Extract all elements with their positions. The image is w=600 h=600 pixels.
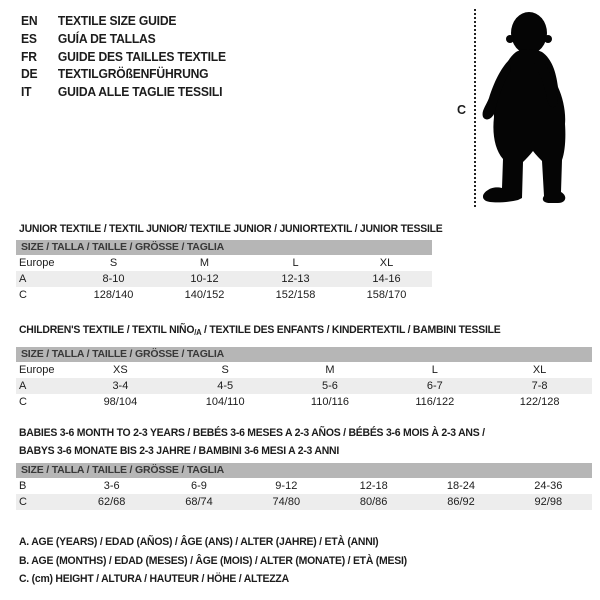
- row-cell: 4-5: [217, 380, 234, 392]
- row-cell: 62/68: [97, 496, 126, 508]
- row-cell: 122/128: [519, 396, 560, 408]
- size-table-children: SIZE / TALLA / TAILLE / GRÖSSE / TAGLIA …: [16, 347, 592, 410]
- row-cell: 3-4: [112, 380, 129, 392]
- row-cell: 104/110: [205, 396, 245, 408]
- language-list: EN TEXTILE SIZE GUIDE ES GUÍA DE TALLAS FR GU…: [21, 13, 232, 102]
- language-code: ES: [21, 31, 37, 46]
- row-cell: 12-13: [281, 273, 310, 285]
- language-title: TEXTILE SIZE GUIDE: [57, 14, 177, 28]
- size-table-header: SIZE / TALLA / TAILLE / GRÖSSE / TAGLIA: [16, 347, 592, 362]
- babies-heading-line1: BABIES 3-6 MONTH TO 2-3 YEARS / BEBÉS 3-…: [19, 427, 485, 439]
- row-label: B: [19, 480, 27, 492]
- row-cell: 12-18: [359, 480, 388, 492]
- table-row: Europe S M L XL: [16, 255, 432, 271]
- children-heading-pre: CHILDREN'S TEXTILE / TEXTIL NIÑO: [19, 324, 195, 336]
- language-code: DE: [21, 67, 38, 82]
- size-table-header: SIZE / TALLA / TAILLE / GRÖSSE / TAGLIA: [16, 240, 432, 255]
- row-cell: S: [109, 257, 118, 269]
- row-cell: 140/152: [184, 289, 225, 301]
- row-cell: 152/158: [275, 289, 316, 301]
- size-table-rows: Europe XS S M L XL A 3-4 4-5 5-6 6-7 7-8 C 98/104 104/…: [16, 362, 592, 410]
- section-babies-heading: BABIES 3-6 MONTH TO 2-3 YEARS / BEBÉS 3-…: [19, 424, 485, 460]
- row-cell: 18-24: [446, 480, 476, 492]
- language-row: FR GUIDE DES TAILLES TEXTILE: [21, 49, 226, 67]
- row-cell: XS: [113, 364, 128, 376]
- row-cell: 5-6: [322, 380, 338, 392]
- language-title: GUÍA DE TALLAS: [57, 31, 156, 46]
- size-table-babies: SIZE / TALLA / TAILLE / GRÖSSE / TAGLIA …: [16, 463, 592, 510]
- height-label: C: [457, 103, 467, 117]
- note-line: B. AGE (MONTHS) / EDAD (MESES) / ÂGE (MO…: [19, 554, 407, 567]
- row-cell: XL: [532, 364, 547, 376]
- row-label: A: [19, 273, 27, 285]
- row-cell: 110/116: [310, 396, 350, 408]
- row-cell: 158/170: [366, 289, 407, 301]
- table-row: C 62/68 68/74 74/80 80/86 86/92 92/98: [16, 494, 592, 510]
- height-dotted-line: [474, 9, 476, 207]
- row-cell: 14-16: [372, 273, 401, 285]
- language-row: IT GUIDA ALLE TAGLIE TESSILI: [21, 84, 226, 102]
- row-cell: 116/122: [415, 396, 455, 408]
- row-cell: 7-8: [531, 380, 548, 392]
- row-cell: 10-12: [190, 273, 219, 285]
- table-row: B 3-6 6-9 9-12 12-18 18-24 24-36: [16, 478, 592, 494]
- row-cell: 9-12: [275, 480, 298, 492]
- language-title: GUIDA ALLE TAGLIE TESSILI: [57, 85, 223, 100]
- table-row: C 98/104 104/110 110/116 116/122 122/128: [16, 394, 592, 410]
- row-cell: S: [221, 364, 229, 376]
- row-cell: XL: [379, 257, 394, 269]
- children-heading-post: / TEXTILE DES ENFANTS / KINDERTEXTIL / B…: [201, 324, 501, 336]
- table-row: A 3-4 4-5 5-6 6-7 7-8: [16, 378, 592, 394]
- row-cell: 74/80: [272, 496, 301, 508]
- size-table-rows: B 3-6 6-9 9-12 12-18 18-24 24-36 C 62/68 68/74 74/…: [16, 478, 592, 510]
- language-row: DE TEXTILGRÖßENFÜHRUNG: [21, 66, 226, 84]
- language-title: GUIDE DES TAILLES TEXTILE: [57, 49, 226, 64]
- row-cell: 8-10: [102, 273, 125, 285]
- row-cell: 128/140: [93, 289, 134, 301]
- row-cell: 68/74: [185, 496, 213, 508]
- size-table-rows: Europe S M L XL A 8-10 10-12 12-13 14-16 C 128/140 1…: [16, 255, 432, 303]
- table-row: Europe XS S M L XL: [16, 362, 592, 378]
- row-cell: M: [325, 364, 335, 376]
- row-cell: 6-9: [191, 480, 207, 492]
- language-row: ES GUÍA DE TALLAS: [21, 31, 226, 49]
- section-children-heading: CHILDREN'S TEXTILE / TEXTIL NIÑO/A / TEX…: [19, 321, 501, 342]
- children-heading-sub: /A: [194, 328, 202, 337]
- note-line: C. (cm) HEIGHT / ALTURA / HAUTEUR / HÖHE…: [19, 573, 289, 586]
- row-label: C: [19, 496, 27, 508]
- baby-silhouette-icon: [482, 12, 566, 203]
- row-cell: L: [431, 364, 438, 376]
- babies-heading-line2: BABYS 3-6 MONATE BIS 2-3 JAHRE / BAMBINI…: [19, 445, 340, 457]
- row-cell: 86/92: [447, 496, 475, 508]
- note-line: A. AGE (YEARS) / EDAD (AÑOS) / ÂGE (ANS)…: [19, 536, 379, 548]
- row-label: C: [19, 396, 27, 408]
- legend-notes: A. AGE (YEARS) / EDAD (AÑOS) / ÂGE (ANS)…: [19, 533, 427, 589]
- size-table-header: SIZE / TALLA / TAILLE / GRÖSSE / TAGLIA: [16, 463, 592, 478]
- row-label: C: [19, 289, 27, 301]
- table-row: C 128/140 140/152 152/158 158/170: [16, 287, 432, 303]
- row-label: Europe: [19, 364, 55, 376]
- size-table-junior: SIZE / TALLA / TAILLE / GRÖSSE / TAGLIA …: [16, 240, 432, 303]
- row-cell: 92/98: [534, 496, 563, 508]
- language-code: EN: [21, 14, 38, 28]
- row-cell: M: [199, 257, 210, 269]
- language-code: FR: [21, 49, 37, 64]
- row-cell: 3-6: [103, 480, 120, 492]
- table-row: A 8-10 10-12 12-13 14-16: [16, 271, 432, 287]
- language-title: TEXTILGRÖßENFÜHRUNG: [57, 67, 209, 82]
- row-cell: 6-7: [426, 380, 443, 392]
- row-label: Europe: [19, 257, 55, 269]
- row-cell: 24-36: [534, 480, 563, 492]
- language-row: EN TEXTILE SIZE GUIDE: [21, 13, 226, 31]
- language-code: IT: [21, 85, 32, 100]
- row-cell: L: [292, 257, 299, 269]
- row-label: A: [19, 380, 27, 392]
- row-cell: 98/104: [103, 396, 138, 408]
- section-junior-heading: JUNIOR TEXTILE / TEXTIL JUNIOR/ TEXTILE …: [19, 223, 443, 235]
- row-cell: 80/86: [359, 496, 388, 508]
